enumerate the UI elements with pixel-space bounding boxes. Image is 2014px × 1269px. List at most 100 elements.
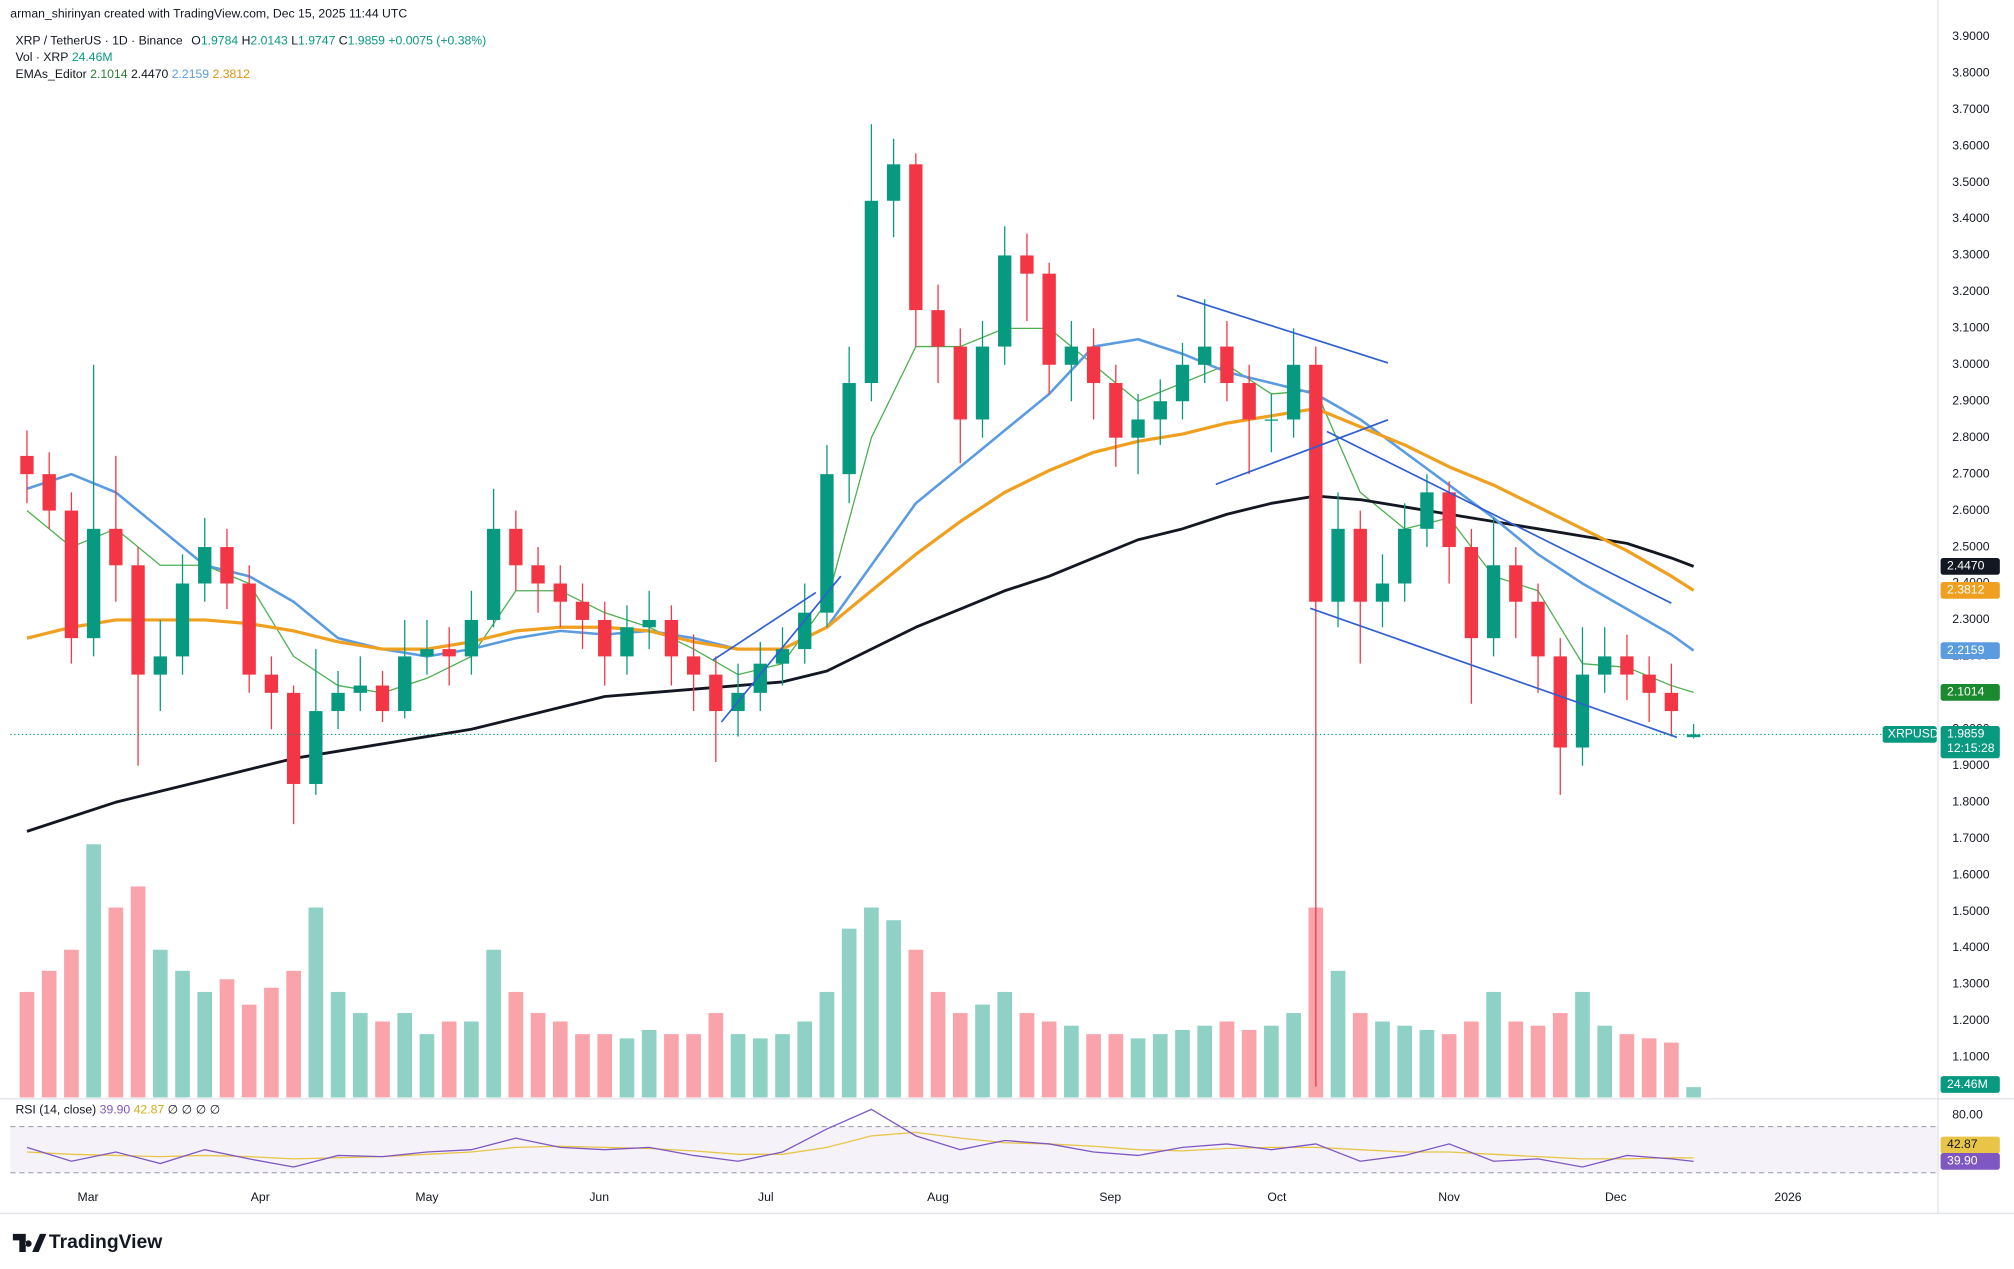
- volume-bar: [1241, 1029, 1257, 1098]
- volume-bar: [575, 1034, 590, 1098]
- candle-body: [1553, 656, 1567, 748]
- volume-bar: [1130, 1038, 1146, 1098]
- ohlc-letter: C: [339, 34, 348, 48]
- x-tick-label: Jul: [758, 1190, 774, 1204]
- volume-bar: [41, 970, 57, 1098]
- volume-bar: [486, 949, 501, 1098]
- candle-body: [1086, 346, 1101, 384]
- axis-label: 39.90: [1947, 1154, 1978, 1168]
- candle-body: [553, 583, 567, 602]
- volume-bar: [1108, 1034, 1124, 1098]
- volume-bar: [1619, 1034, 1635, 1098]
- volume-bar: [330, 991, 346, 1098]
- axis-label-bg: [1940, 1136, 2000, 1154]
- candle-body: [1264, 419, 1279, 421]
- candle-body: [642, 619, 656, 628]
- ticker-label-bg: [1882, 726, 1937, 743]
- candle-body: [242, 583, 256, 675]
- price-label-bg: [1940, 726, 2000, 759]
- candle-body: [1420, 492, 1434, 529]
- rsi-placeholders: ∅ ∅ ∅ ∅: [168, 1103, 221, 1117]
- volume-bar: [797, 1021, 813, 1098]
- candle-body: [398, 656, 412, 712]
- x-tick-label: Jun: [589, 1190, 609, 1204]
- candle-body: [309, 711, 323, 784]
- ema-legend: EMAs_Editor 2.1014 2.4470 2.2159 2.3812: [15, 67, 250, 81]
- rsi-band: [10, 1126, 1939, 1173]
- axis-label-bg: [1940, 642, 2000, 659]
- y-tick-label: 2.7000: [1952, 466, 1990, 480]
- candle-body: [1220, 346, 1234, 384]
- volume-value: 24.46M: [72, 50, 113, 64]
- ohlc-value: 1.9859: [348, 34, 386, 48]
- legend: arman_shirinyan created with TradingView…: [10, 7, 486, 1117]
- y-tick-label: 3.3000: [1952, 248, 1990, 262]
- y-tick-label: 1.3000: [1952, 977, 1990, 991]
- volume-bar: [352, 1013, 368, 1098]
- volume-bar: [775, 1034, 790, 1098]
- candle-body: [1109, 383, 1123, 438]
- axis-label: 42.87: [1947, 1137, 1978, 1151]
- volume-bar: [708, 1013, 724, 1098]
- volume-bar: [664, 1034, 679, 1098]
- volume-bar: [308, 907, 324, 1098]
- candle-body: [1131, 419, 1145, 438]
- candle-body: [1442, 492, 1456, 548]
- candle-body: [131, 565, 145, 675]
- drawing-layer: [10, 294, 1939, 1168]
- candle-body: [1464, 547, 1479, 639]
- y-tick-label: 3.2000: [1952, 284, 1990, 298]
- volume-bar: [464, 1021, 479, 1098]
- volume-bar: [64, 949, 79, 1098]
- candle-body: [1020, 255, 1034, 274]
- volume-bar: [1464, 1021, 1479, 1098]
- x-tick-label: Dec: [1605, 1190, 1627, 1204]
- volume-bar: [1419, 1029, 1435, 1098]
- candle-body: [1064, 346, 1079, 365]
- axis-label-bg: [1940, 1152, 2000, 1170]
- axis-label: 2.4470: [1947, 559, 1985, 573]
- volume-bar: [130, 886, 146, 1098]
- volume-bar: [286, 970, 301, 1098]
- footer: TradingView: [12, 1232, 163, 1253]
- ema-line: [26, 494, 1695, 833]
- candle-body: [909, 164, 923, 311]
- rsi-ma-line: [26, 1131, 1694, 1160]
- candle-body: [1398, 528, 1412, 584]
- x-tick-label: Apr: [251, 1190, 270, 1204]
- candle-body: [1309, 364, 1323, 602]
- y-tick-label: 3.5000: [1952, 175, 1990, 189]
- candle-body: [1375, 583, 1390, 602]
- volume-bar: [730, 1034, 746, 1098]
- candle-body: [1686, 734, 1701, 738]
- y-tick-label: 2.6000: [1952, 503, 1990, 517]
- volume-bar: [1441, 1034, 1457, 1098]
- y-tick-label: 3.9000: [1952, 29, 1990, 43]
- candle-body: [1486, 565, 1501, 639]
- candle-body: [509, 528, 523, 566]
- candle-body: [1664, 692, 1679, 712]
- candle-body: [1175, 364, 1190, 402]
- ohlc-value: 1.9747: [298, 34, 336, 48]
- ema-line: [26, 327, 1694, 694]
- y-tick-label: 2.5000: [1952, 539, 1990, 553]
- ema-value: 2.2159: [172, 67, 210, 81]
- candle-body: [575, 601, 590, 620]
- y-tick-label: 2.9000: [1952, 393, 1990, 407]
- volume-bar: [419, 1034, 435, 1098]
- y-tick-label: 1.6000: [1952, 867, 1990, 881]
- x-tick-label: May: [415, 1190, 439, 1204]
- candle-body: [1620, 656, 1634, 675]
- candle-body: [1642, 674, 1656, 693]
- ema-value: 2.4470: [131, 67, 169, 81]
- rsi-ma-value: 42.87: [134, 1103, 165, 1117]
- volume-bar: [552, 1021, 568, 1098]
- candle-body: [286, 692, 301, 784]
- y-tick-label: 1.9000: [1952, 758, 1990, 772]
- candle-body: [375, 685, 390, 712]
- candle-body: [775, 649, 790, 664]
- y-tick-label: 3.4000: [1952, 211, 1990, 225]
- ohlc-letter: H: [242, 34, 251, 48]
- candle-body: [20, 455, 34, 475]
